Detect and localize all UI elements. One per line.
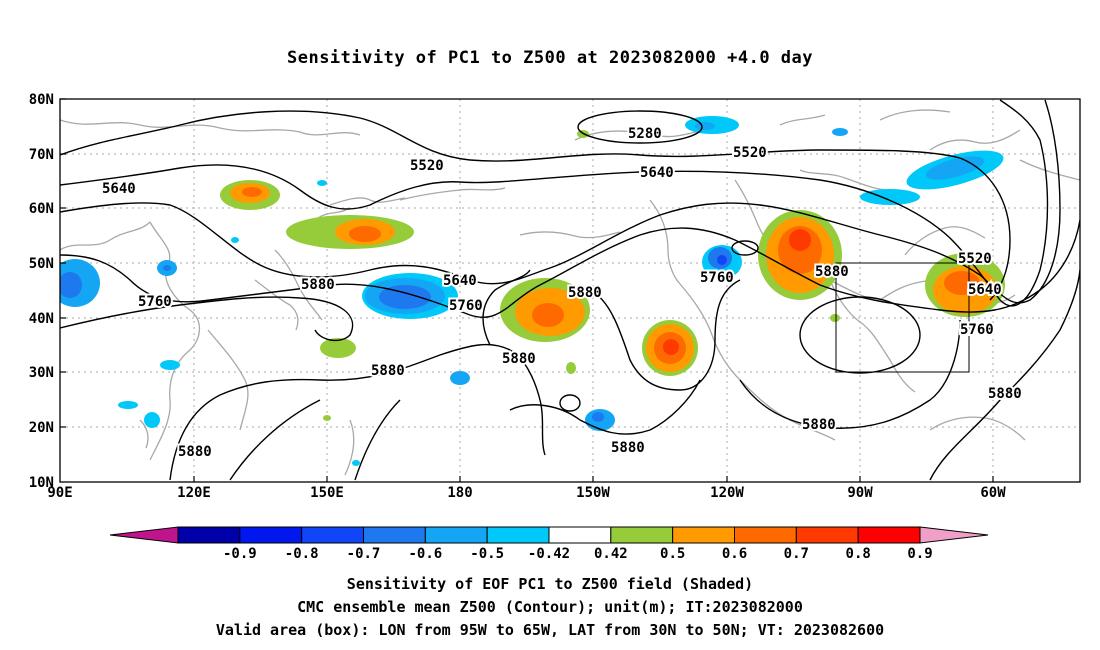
contour-label: 5640 [102, 181, 136, 197]
lat-label: 10N [29, 475, 54, 491]
lon-label: 60W [980, 485, 1006, 501]
longitude-labels: 90E 120E 150E 180 150W 120W 90W 60W [47, 485, 1006, 501]
colorbar-label: 0.7 [784, 546, 809, 562]
lon-label: 120W [710, 485, 744, 501]
colorbar-label: -0.5 [470, 546, 504, 562]
caption-line-3: Valid area (box): LON from 95W to 65W, L… [215, 621, 885, 639]
axis-ticks [60, 98, 994, 482]
caption-line-2: CMC ensemble mean Z500 (Contour); unit(m… [297, 598, 803, 616]
lat-label: 40N [29, 311, 54, 327]
colorbar-label: 0.9 [907, 546, 932, 562]
colorbar-label: 0.42 [594, 546, 628, 562]
colorbar-label: -0.42 [528, 546, 570, 562]
colorbar-cell [734, 526, 797, 544]
colorbar-label: -0.7 [347, 546, 381, 562]
contour-label: 5760 [960, 322, 994, 338]
contour-label: 5880 [568, 285, 602, 301]
contour-label: 5880 [815, 264, 849, 280]
caption-line-1: Sensitivity of EOF PC1 to Z500 field (Sh… [346, 575, 754, 593]
colorbar-label: -0.6 [408, 546, 442, 562]
colorbar-label: -0.8 [285, 546, 319, 562]
contour-labels: 5280 5520 5520 5520 5640 5640 5640 5640 … [100, 124, 1024, 462]
colorbar-cell [857, 526, 921, 544]
colorbar-cell [301, 526, 364, 544]
contour-label: 5760 [449, 298, 483, 314]
colorbar: -0.9 -0.8 -0.7 -0.6 -0.5 -0.42 0.42 0.5 0.6 0.7 0.… [109, 526, 989, 562]
colorbar-label: -0.9 [223, 546, 257, 562]
contour-label: 5640 [443, 273, 477, 289]
lat-label: 60N [29, 201, 54, 217]
lon-label: 150E [310, 485, 344, 501]
lat-label: 50N [29, 256, 54, 272]
colorbar-label: 0.5 [660, 546, 685, 562]
lon-label: 180 [447, 485, 472, 501]
latitude-labels: 80N 70N 60N 50N 40N 30N 20N 10N [29, 92, 54, 491]
colorbar-cell [548, 526, 612, 544]
contour-label: 5280 [628, 126, 662, 142]
contour-label: 5520 [410, 158, 444, 174]
lat-label: 70N [29, 147, 54, 163]
lat-label: 30N [29, 365, 54, 381]
contour-label: 5880 [502, 351, 536, 367]
valid-area-box [835, 262, 970, 373]
colorbar-cell [424, 526, 488, 544]
contour-label: 5880 [371, 363, 405, 379]
contour-label: 5640 [640, 165, 674, 181]
colorbar-cell [363, 526, 426, 544]
lat-label: 80N [29, 92, 54, 108]
colorbar-cell [177, 526, 241, 544]
lon-label: 90E [47, 485, 72, 501]
map-frame [59, 98, 1081, 483]
lon-label: 90W [847, 485, 873, 501]
contour-label: 5880 [178, 444, 212, 460]
contour-label: 5520 [958, 251, 992, 267]
sensitivity-shading [60, 116, 1005, 466]
colorbar-cell [239, 526, 303, 544]
colorbar-high-end [919, 526, 989, 544]
lon-label: 120E [177, 485, 211, 501]
map-title: Sensitivity of PC1 to Z500 at 2023082000… [286, 48, 813, 68]
contour-label: 5760 [700, 270, 734, 286]
colorbar-cell [795, 526, 859, 544]
colorbar-low-end [109, 526, 179, 544]
contour-label: 5880 [611, 440, 645, 456]
contour-label: 5520 [733, 145, 767, 161]
contour-label: 5880 [301, 277, 335, 293]
colorbar-cell [610, 526, 674, 544]
colorbar-cell [486, 526, 550, 544]
colorbar-label: 0.6 [722, 546, 747, 562]
contour-label: 5880 [802, 417, 836, 433]
z500-contours [60, 99, 1080, 481]
contour-label: 5640 [968, 282, 1002, 298]
contour-label: 5760 [138, 294, 172, 310]
colorbar-cell [672, 526, 736, 544]
lat-label: 20N [29, 420, 54, 436]
lon-label: 150W [576, 485, 610, 501]
colorbar-label: 0.8 [846, 546, 871, 562]
contour-label: 5880 [988, 386, 1022, 402]
